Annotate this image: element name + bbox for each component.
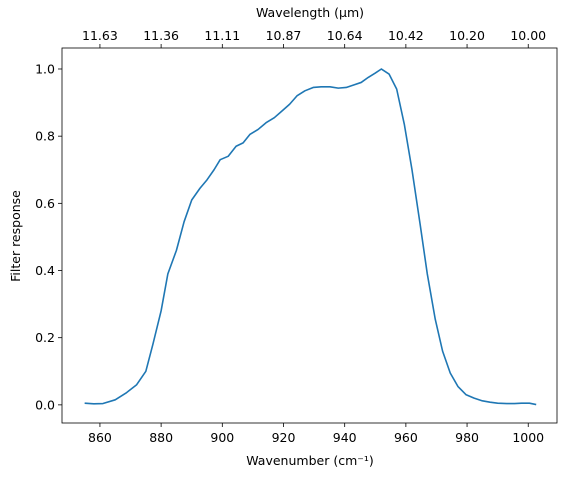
data-line [84, 68, 537, 406]
x-tick-label: 1000 [512, 430, 544, 445]
y-tick-label: 0.2 [35, 330, 55, 345]
y-axis-label: Filter response [8, 190, 23, 282]
top-tick-label: 11.11 [204, 28, 240, 43]
x-tick-label: 940 [333, 430, 357, 445]
y-tick-label: 0.0 [35, 397, 55, 412]
top-tick-label: 11.36 [143, 28, 179, 43]
top-axis-label: Wavelength (μm) [256, 5, 364, 20]
x-tick-label: 860 [88, 430, 112, 445]
y-tick-label: 0.4 [35, 263, 55, 278]
top-tick-label: 10.64 [327, 28, 363, 43]
y-tick-label: 0.6 [35, 196, 55, 211]
x-tick-label: 920 [272, 430, 296, 445]
x-axis-label: Wavenumber (cm⁻¹) [246, 453, 373, 468]
top-tick-label: 10.00 [510, 28, 546, 43]
x-tick-label: 880 [149, 430, 173, 445]
y-tick-label: 0.8 [35, 129, 55, 144]
top-tick-label: 10.20 [449, 28, 485, 43]
top-tick-label: 10.87 [266, 28, 302, 43]
x-tick-label: 900 [210, 430, 234, 445]
top-tick-label: 11.63 [82, 28, 118, 43]
y-tick-label: 1.0 [35, 61, 55, 76]
x-tick-label: 980 [455, 430, 479, 445]
top-tick-label: 10.42 [388, 28, 424, 43]
x-tick-label: 960 [394, 430, 418, 445]
axes-frame [61, 47, 558, 424]
